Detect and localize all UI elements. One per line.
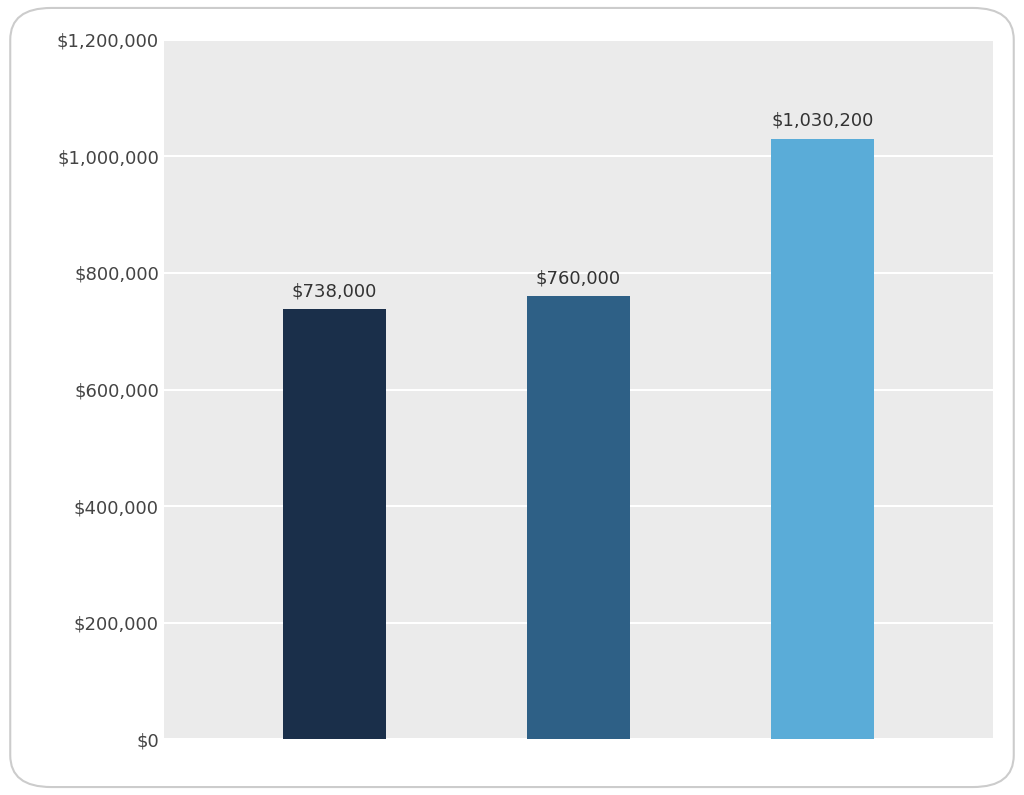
Bar (527, 297, 630, 739)
Text: $738,000: $738,000 (292, 282, 377, 301)
Text: $760,000: $760,000 (536, 270, 622, 288)
Bar (771, 139, 873, 739)
Text: $1,030,200: $1,030,200 (771, 112, 873, 130)
Bar (284, 309, 386, 739)
